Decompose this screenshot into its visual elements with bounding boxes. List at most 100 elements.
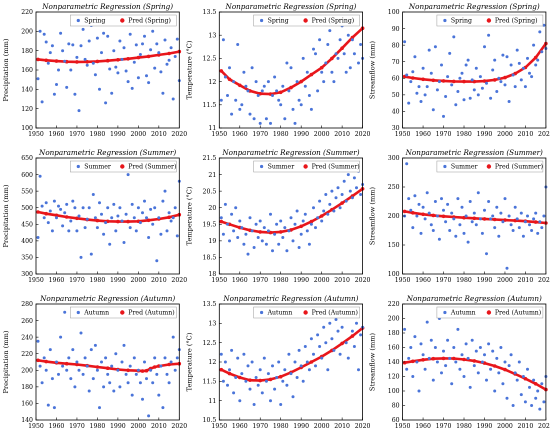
data-point xyxy=(266,372,270,376)
data-point xyxy=(120,219,124,223)
data-point xyxy=(350,38,354,42)
pred-point xyxy=(402,360,407,365)
data-point xyxy=(503,83,507,87)
pred-point xyxy=(533,220,538,224)
data-point xyxy=(415,360,419,364)
y-tick-label: 260 xyxy=(21,318,33,325)
data-point xyxy=(299,232,303,236)
data-point xyxy=(155,259,159,263)
data-point xyxy=(159,232,163,236)
pred-point xyxy=(472,216,477,221)
legend-observed-marker xyxy=(443,164,447,169)
data-point xyxy=(409,80,413,84)
data-point xyxy=(79,44,83,48)
data-point xyxy=(309,222,313,226)
pred-point xyxy=(44,211,48,216)
data-point xyxy=(175,234,179,238)
plot-frame xyxy=(35,157,180,275)
data-point xyxy=(511,73,515,77)
legend-pred-marker xyxy=(486,18,492,23)
data-point xyxy=(511,404,515,407)
data-point xyxy=(93,216,97,220)
x-tick-label: 2000 xyxy=(130,131,146,138)
data-point xyxy=(435,214,439,218)
data-point xyxy=(100,51,103,55)
data-point xyxy=(320,219,324,223)
pred-curve xyxy=(403,42,548,83)
data-point xyxy=(405,73,409,77)
y-axis-label: Temperature (°C) xyxy=(185,332,193,391)
data-point xyxy=(85,364,89,368)
y-tick-label: 180 xyxy=(21,48,33,55)
data-point xyxy=(289,216,293,220)
y-tick-label: 120 xyxy=(388,374,400,381)
x-tick-label: 1980 xyxy=(90,131,106,138)
data-point xyxy=(472,364,476,368)
legend-pred-marker xyxy=(486,310,492,315)
data-point xyxy=(322,80,326,84)
data-point xyxy=(228,368,231,372)
data-point xyxy=(250,360,254,364)
x-tick-label: 1990 xyxy=(477,277,493,284)
legend: Autumn Pred (Autumn) xyxy=(253,306,360,319)
data-point xyxy=(130,393,134,397)
data-point xyxy=(299,364,303,368)
data-point xyxy=(485,81,488,85)
data-point xyxy=(540,382,544,386)
data-point xyxy=(44,40,48,44)
x-tick-label: 1960 xyxy=(232,277,248,284)
pred-point xyxy=(482,79,487,83)
data-point xyxy=(112,49,116,53)
legend: Spring Pred (Spring) xyxy=(253,14,360,27)
data-point xyxy=(515,378,519,382)
data-point xyxy=(230,348,234,352)
x-tick-label: 1980 xyxy=(273,277,289,284)
pred-point xyxy=(64,215,69,219)
y-tick-label: 140 xyxy=(21,417,33,424)
data-point xyxy=(480,86,484,90)
data-point xyxy=(352,176,356,180)
pred-point xyxy=(441,79,446,83)
data-point xyxy=(75,55,79,59)
data-point xyxy=(157,393,161,397)
data-point xyxy=(55,360,58,364)
legend: Summer Pred (Summer) xyxy=(253,160,360,173)
data-point xyxy=(425,191,429,195)
data-point xyxy=(285,61,289,65)
data-point xyxy=(244,232,248,236)
data-point xyxy=(456,197,460,201)
y-tick-label: 100 xyxy=(388,9,400,16)
pred-point xyxy=(402,209,407,214)
x-tick-label: 2010 xyxy=(518,277,534,284)
data-point xyxy=(226,94,229,97)
data-point xyxy=(167,211,171,215)
data-point xyxy=(444,95,448,98)
data-point xyxy=(350,329,354,333)
data-point xyxy=(65,85,69,89)
data-point xyxy=(423,217,427,221)
data-point xyxy=(171,335,175,339)
x-tick-label: 1980 xyxy=(456,131,472,138)
data-point xyxy=(277,98,281,102)
pred-point xyxy=(258,378,263,383)
data-point xyxy=(320,356,324,360)
x-tick-label: 1970 xyxy=(69,131,85,138)
data-point xyxy=(221,232,225,236)
data-point xyxy=(497,371,501,375)
data-point xyxy=(232,391,236,395)
pred-point xyxy=(462,357,466,362)
y-tick-label: 450 xyxy=(21,221,33,228)
data-point xyxy=(61,364,65,368)
data-point xyxy=(159,364,163,368)
pred-point xyxy=(75,60,79,64)
data-point xyxy=(320,70,324,74)
pred-point xyxy=(350,35,355,40)
data-point xyxy=(513,371,517,375)
data-point xyxy=(332,209,336,213)
pred-point xyxy=(421,212,425,217)
data-point xyxy=(419,100,423,103)
data-point xyxy=(279,103,283,107)
legend-pred-label: Pred (Summer) xyxy=(128,164,176,171)
